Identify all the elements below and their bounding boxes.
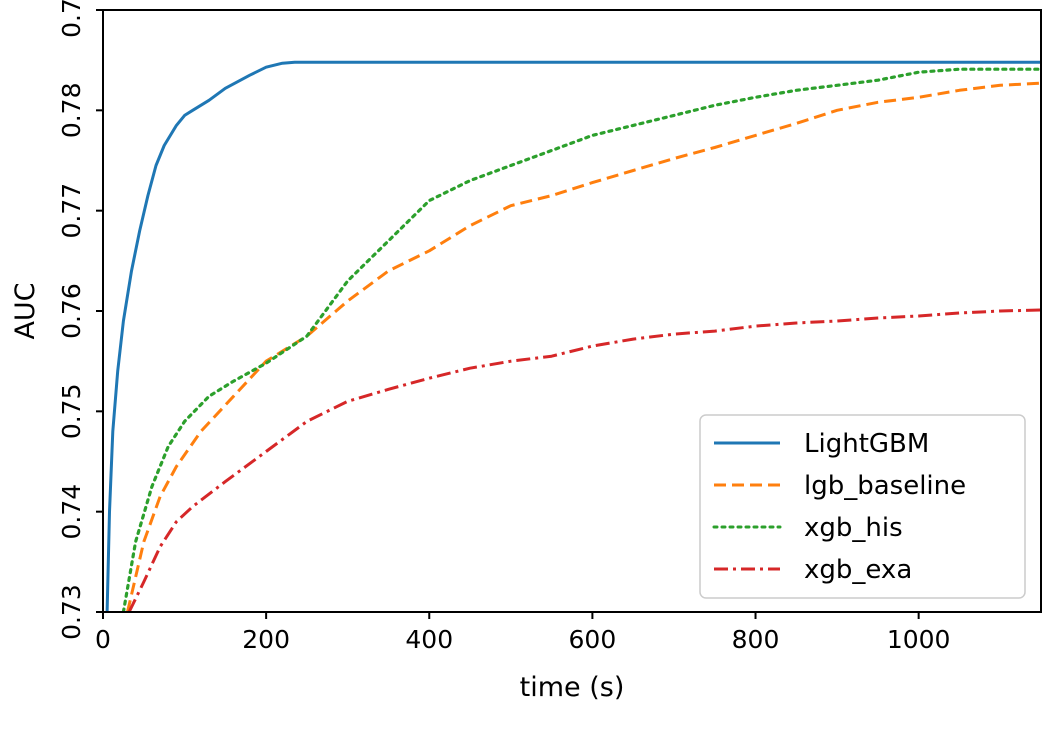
legend-label: lgb_baseline (804, 471, 966, 501)
y-tick-label: 0.79 (57, 0, 86, 38)
x-axis-ticks: 0 200 400 600 800 1000 (95, 612, 950, 654)
y-tick-label: 0.74 (57, 484, 86, 540)
legend-label: LightGBM (804, 429, 929, 459)
legend-box (699, 414, 1026, 599)
x-tick-label: 1000 (887, 625, 951, 654)
y-axis-ticks: 0.73 0.74 0.75 0.76 0.77 0.78 0.79 (57, 0, 103, 640)
y-axis-label: AUC (10, 282, 41, 339)
y-tick-label: 0.78 (57, 82, 86, 138)
x-tick-label: 0 (95, 625, 111, 654)
y-tick-label: 0.75 (57, 383, 86, 439)
legend-label: xgb_his (804, 513, 903, 543)
series-line-lgb-baseline (126, 81, 1041, 612)
y-tick-label: 0.76 (57, 283, 86, 339)
y-tick-label: 0.77 (57, 183, 86, 239)
series-line-lightgbm (105, 60, 1041, 612)
series-line-xgb-his (121, 67, 1041, 612)
x-tick-label: 200 (242, 625, 290, 654)
x-axis-label: time (s) (520, 672, 625, 703)
x-tick-label: 800 (732, 625, 780, 654)
legend-label: xgb_exa (804, 555, 912, 585)
x-tick-label: 400 (405, 625, 453, 654)
x-tick-label: 600 (569, 625, 617, 654)
series-line-xgb-exa (127, 308, 1041, 612)
legend: LightGBM lgb_baseline xgb_his xgb_exa (699, 414, 1026, 599)
plot-lines (105, 60, 1041, 612)
y-tick-label: 0.73 (57, 584, 86, 640)
